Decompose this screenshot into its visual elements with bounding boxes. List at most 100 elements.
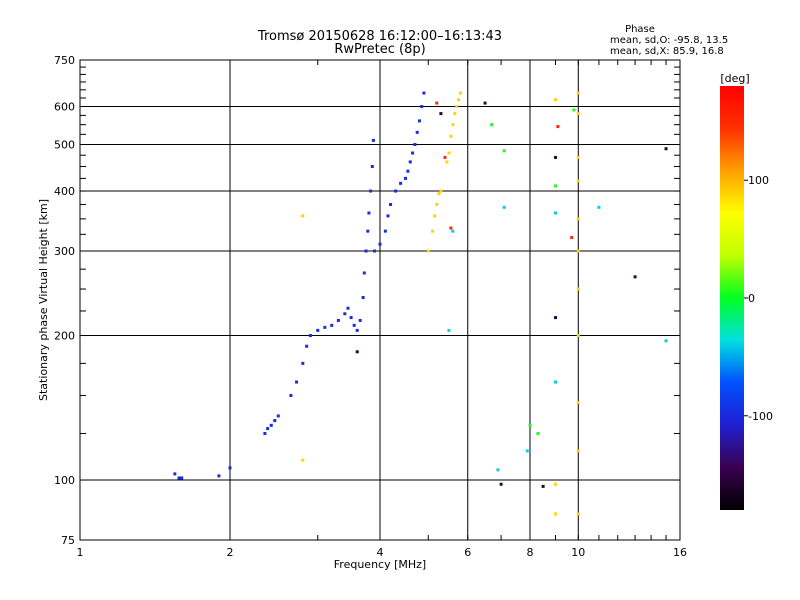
data-point [664, 147, 668, 151]
data-point [528, 423, 532, 427]
data-point [355, 350, 359, 354]
y-tick-label: 75 [61, 534, 75, 547]
data-point [437, 192, 441, 196]
data-point [525, 449, 529, 453]
data-point [439, 112, 443, 116]
data-point [305, 344, 309, 348]
colorbar-gradient [720, 86, 744, 510]
data-point [180, 476, 184, 480]
x-tick-label: 16 [673, 546, 687, 559]
chart-subtitle: RwPretec (8p) [334, 42, 425, 57]
data-point [323, 325, 327, 329]
data-point [556, 125, 560, 129]
y-axis-label: Stationary phase Virtual Height [km] [37, 199, 50, 401]
data-point [378, 242, 382, 246]
data-point [576, 334, 580, 338]
x-axis-label: Frequency [MHz] [334, 558, 426, 571]
data-point [411, 151, 415, 155]
data-point [447, 151, 451, 155]
plot-area: 1 2 4 6 8 10 16 75 100 200 300 400 500 600 750 [54, 54, 687, 559]
data-point [576, 217, 580, 221]
colorbar-tick-label: -100 [748, 410, 773, 423]
data-point [263, 432, 267, 436]
data-point [447, 328, 451, 332]
data-point [276, 414, 280, 418]
data-point [373, 249, 377, 253]
data-point [572, 108, 576, 112]
data-point [502, 149, 506, 153]
data-point [346, 306, 350, 310]
data-point [576, 287, 580, 291]
data-point [553, 98, 557, 102]
chart-title: Tromsø 20150628 16:12:00–16:13:43 [257, 29, 502, 44]
data-point [295, 380, 299, 384]
data-point [435, 202, 439, 206]
data-point [576, 91, 580, 95]
data-point [453, 112, 457, 116]
data-point [383, 229, 387, 233]
data-point [553, 211, 557, 215]
phase-info-x: mean, sd,X: 85.9, 16.8 [610, 46, 724, 57]
data-point [173, 472, 177, 476]
data-point [399, 181, 403, 185]
data-point [420, 105, 424, 109]
x-tick-label: 2 [227, 546, 234, 559]
data-point [308, 334, 312, 338]
colorbar-tick-label: 0 [748, 292, 755, 305]
data-point [426, 249, 430, 253]
data-point [451, 123, 455, 127]
data-point [553, 482, 557, 486]
colorbar-tick-label: 100 [748, 174, 769, 187]
data-point [597, 205, 601, 209]
data-point [266, 427, 270, 431]
data-point [355, 328, 359, 332]
data-point [457, 98, 461, 102]
data-point [330, 323, 334, 327]
data-point [576, 249, 580, 253]
data-point [576, 512, 580, 516]
y-tick-label: 200 [54, 330, 75, 343]
data-point [576, 179, 580, 183]
data-point [483, 101, 487, 105]
data-point [449, 134, 453, 138]
y-tick-label: 750 [54, 54, 75, 67]
x-tick-label: 10 [571, 546, 585, 559]
data-point [371, 138, 375, 142]
data-point [177, 476, 181, 480]
data-point [301, 214, 305, 218]
axis-ticks: 1 2 4 6 8 10 16 75 100 200 300 400 500 600 750 [54, 54, 687, 559]
data-point [553, 184, 557, 188]
data-points [173, 91, 668, 516]
data-point [343, 312, 347, 316]
data-point [389, 202, 393, 206]
x-tick-label: 6 [464, 546, 471, 559]
data-point [352, 323, 356, 327]
data-point [435, 101, 439, 105]
data-point [541, 484, 545, 488]
data-point [439, 189, 443, 193]
data-point [570, 236, 574, 240]
data-point [228, 466, 232, 470]
data-point [358, 318, 362, 322]
data-point [576, 401, 580, 405]
data-point [449, 226, 453, 230]
y-tick-label: 400 [54, 185, 75, 198]
data-point [316, 328, 320, 332]
data-point [576, 112, 580, 116]
colorbar-label: [deg] [720, 72, 749, 85]
data-point [367, 211, 371, 215]
x-tick-label: 4 [377, 546, 384, 559]
data-point [362, 271, 366, 275]
data-point [369, 189, 373, 193]
data-point [415, 130, 419, 134]
data-point [366, 229, 370, 233]
y-tick-label: 500 [54, 139, 75, 152]
data-point [269, 423, 273, 427]
data-point [386, 214, 390, 218]
data-point [451, 229, 455, 233]
data-point [576, 449, 580, 453]
data-point [361, 296, 365, 300]
data-point [633, 275, 637, 279]
data-point [553, 316, 557, 320]
